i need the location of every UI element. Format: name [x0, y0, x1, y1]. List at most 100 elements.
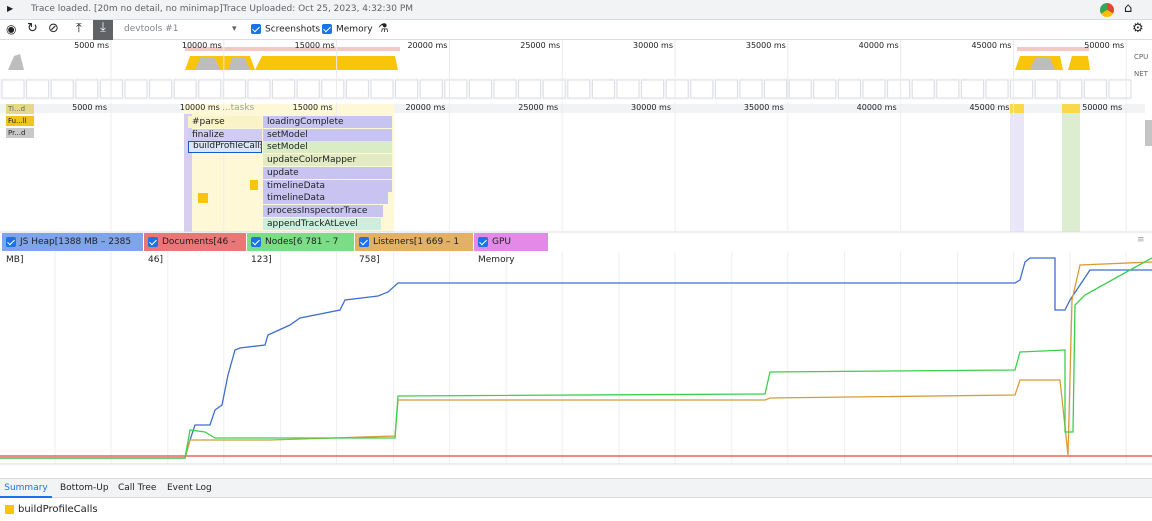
screenshot-thumbnail [936, 79, 960, 99]
time-tick-label: 25000 ms [520, 41, 561, 50]
flame-activity [1062, 104, 1080, 232]
time-tick-label: 20000 ms [407, 41, 448, 50]
track-label[interactable]: Ti...d [6, 104, 34, 114]
counter-toggle[interactable]: Nodes[6 781 – 7 123] [247, 233, 354, 265]
screenshot-thumbnail [26, 79, 50, 99]
screenshot-thumbnail [149, 79, 173, 99]
download-button[interactable]: ⤓ [93, 20, 113, 40]
counter-toggle[interactable]: Documents[46 – 46] [144, 233, 246, 265]
flame-entry[interactable]: timelineData [263, 192, 388, 204]
flame-entry[interactable]: loadingComplete [263, 116, 392, 128]
screenshot-thumbnail [542, 79, 566, 99]
status-message: Trace loaded. [20m no detail, no minimap… [31, 4, 414, 14]
screenshot-thumbnail [665, 79, 689, 99]
screenshot-thumbnail [887, 79, 911, 99]
tab[interactable]: Event Log [167, 483, 212, 493]
screenshot-thumbnail [493, 79, 517, 99]
screenshot-thumbnail [1, 79, 25, 99]
screenshot-thumbnail [345, 79, 369, 99]
screenshot-thumbnail [321, 79, 345, 99]
flame-activity [1010, 104, 1024, 232]
time-tick-label: 10000 ms [179, 103, 220, 112]
screenshot-thumbnail [591, 79, 615, 99]
screenshot-thumbnail [468, 79, 492, 99]
time-tick-label: 35000 ms [745, 41, 786, 50]
flame-ruler [0, 104, 1145, 113]
time-tick-label: 15000 ms [292, 103, 333, 112]
flame-entry[interactable]: appendTrackAtLevel [263, 218, 381, 230]
flame-entry[interactable]: setModel [263, 141, 392, 153]
cpu-activity [195, 58, 250, 70]
screenshot-thumbnail [198, 79, 222, 99]
flame-entry[interactable]: update [263, 167, 392, 179]
summary-title: buildProfileCalls [18, 504, 98, 515]
toolbar: ◉ ↻ ⊘ ⤒ ⤓ devtools #1 ▾ Screenshots Memo… [0, 20, 1152, 40]
tab[interactable]: Bottom-Up [60, 483, 109, 493]
screenshot-thumbnail [1108, 79, 1132, 99]
expand-icon[interactable]: ▶ [7, 4, 14, 13]
counter-label: JS Heap[1388 MB – 2385 MB] [6, 237, 132, 265]
flame-entry-selected[interactable]: buildProfileCalls [188, 141, 262, 153]
counter-label: Documents[46 – 46] [148, 237, 236, 265]
cpu-activity [1030, 58, 1055, 70]
clear-button[interactable]: ⊘ [48, 21, 59, 36]
flame-activity [1062, 104, 1080, 113]
screenshot-thumbnail [444, 79, 468, 99]
scrollbar[interactable] [1145, 120, 1152, 146]
flame-activity [184, 114, 192, 232]
settings-button[interactable]: ⚙ [1132, 21, 1144, 36]
counter-toggle[interactable]: GPU Memory [474, 233, 548, 265]
upload-button[interactable]: ⤒ [76, 21, 82, 36]
screenshot-thumbnail [50, 79, 74, 99]
time-tick-label: 5000 ms [74, 41, 109, 50]
tab[interactable]: Summary [0, 479, 52, 498]
menu-icon[interactable]: ≡ [1137, 235, 1145, 245]
screenshot-thumbnail [960, 79, 984, 99]
screenshot-thumbnail [641, 79, 665, 99]
flame-entry[interactable]: finalize [188, 129, 262, 141]
time-tick-label: 35000 ms [743, 103, 784, 112]
screenshot-thumbnail [1034, 79, 1058, 99]
recording-select[interactable]: devtools #1 [124, 24, 179, 34]
flame-entry[interactable]: processInspectorTrace [263, 205, 383, 217]
screenshot-thumbnail [567, 79, 591, 99]
time-tick-label: 45000 ms [971, 41, 1012, 50]
screenshot-thumbnail [739, 79, 763, 99]
counter-toggle[interactable]: Listeners[1 669 – 1 758] [355, 233, 473, 265]
track-label[interactable]: Pr...d [6, 128, 34, 138]
home-icon[interactable]: ⌂ [1124, 1, 1133, 16]
track-label[interactable]: Fu...ll [6, 116, 34, 126]
counter-toggle[interactable]: JS Heap[1388 MB – 2385 MB] [2, 233, 143, 265]
flame-activity [250, 180, 258, 190]
reload-button[interactable]: ↻ [27, 21, 38, 36]
time-tick-label: 45000 ms [969, 103, 1010, 112]
browser-icon[interactable] [1100, 3, 1114, 17]
flame-activity [198, 193, 208, 203]
select-arrow: ▾ [232, 24, 237, 34]
memory-checkbox[interactable]: Memory [322, 24, 373, 35]
screenshot-thumbnail [985, 79, 1009, 99]
screenshot-thumbnail [1083, 79, 1107, 99]
time-tick-label: 15000 ms [294, 41, 335, 50]
screenshots-checkbox[interactable]: Screenshots [251, 24, 320, 35]
screenshot-thumbnail [272, 79, 296, 99]
status-bar: ▶ Trace loaded. [20m no detail, no minim… [0, 0, 1152, 20]
flame-entry[interactable]: updateColorMapper [263, 154, 392, 166]
screenshot-thumbnail [813, 79, 837, 99]
screenshot-thumbnail [837, 79, 861, 99]
tab[interactable]: Call Tree [118, 483, 157, 493]
counter-label: Nodes[6 781 – 7 123] [251, 237, 339, 265]
flame-bg [0, 102, 1152, 232]
gc-button[interactable]: ⚗ [378, 21, 389, 35]
record-button[interactable]: ◉ [6, 22, 17, 36]
screenshot-thumbnail [690, 79, 714, 99]
screenshot-thumbnail [222, 79, 246, 99]
screenshot-thumbnail [395, 79, 419, 99]
screenshot-thumbnail [788, 79, 812, 99]
flame-entry[interactable]: setModel [263, 129, 392, 141]
time-tick-label: 50000 ms [1084, 41, 1125, 50]
flame-entry[interactable]: timelineData [263, 180, 392, 192]
time-tick-label: 30000 ms [631, 103, 671, 112]
flame-entry[interactable]: #parse [188, 116, 262, 128]
